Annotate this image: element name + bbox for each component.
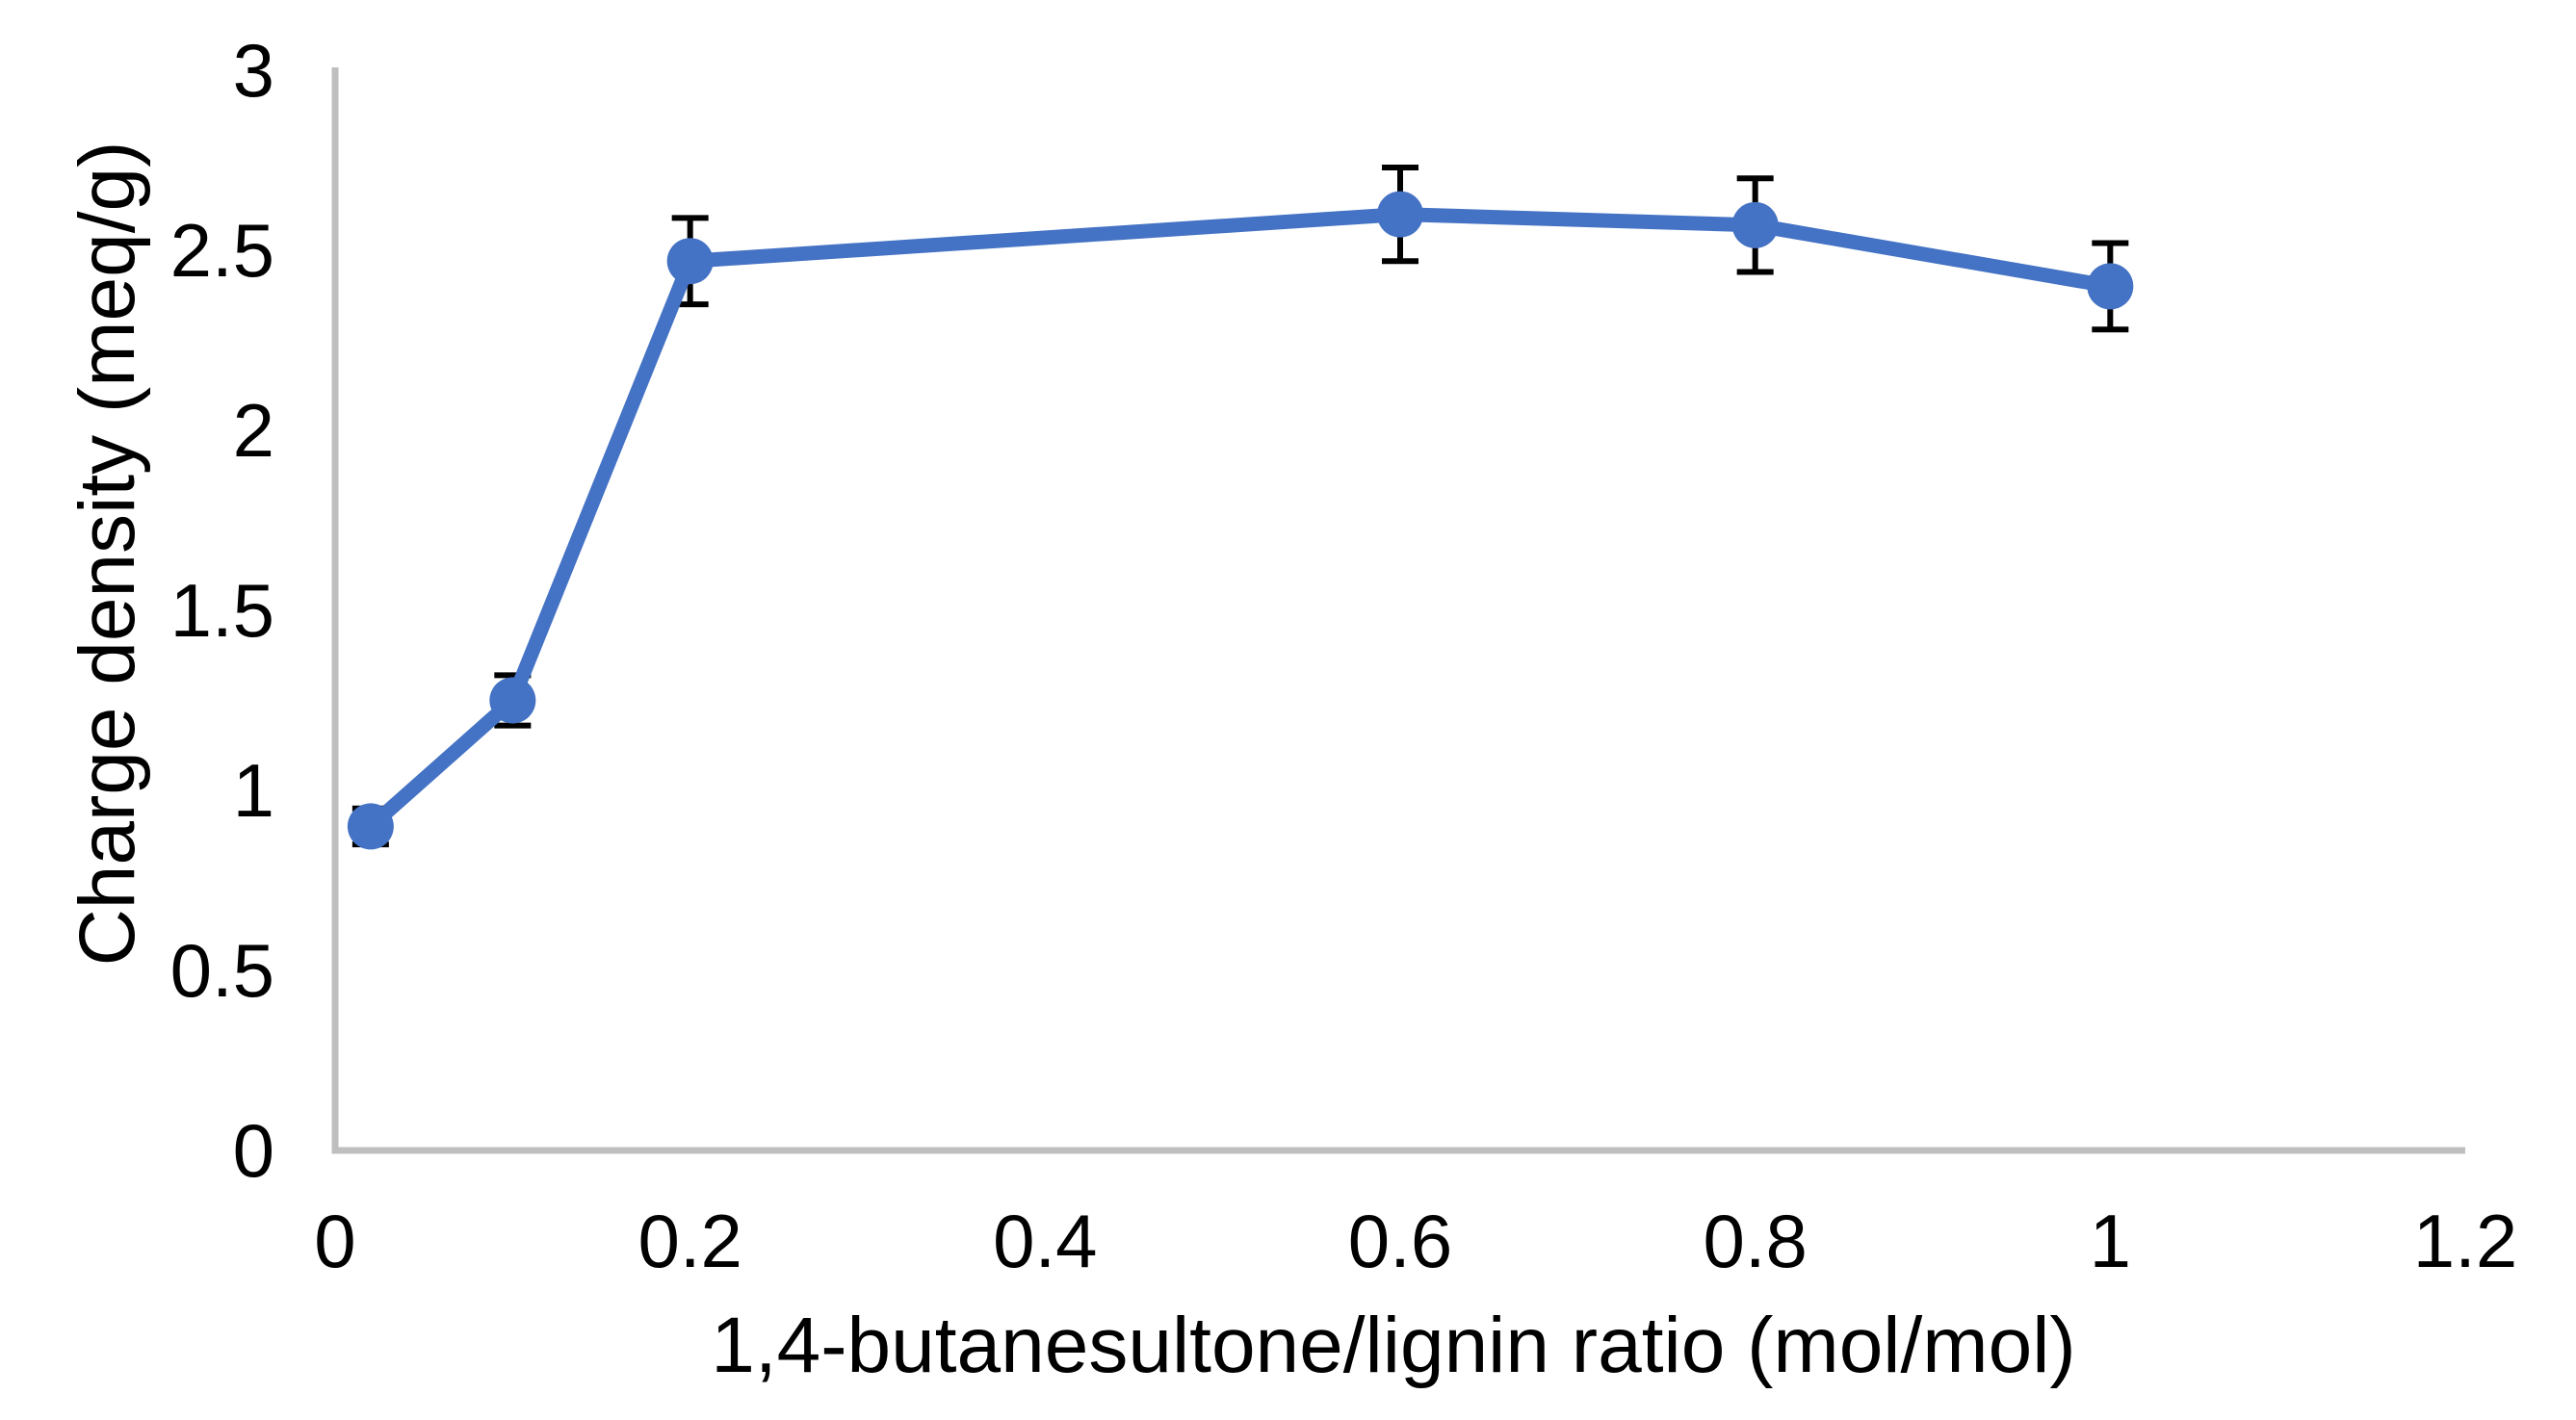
y-tick-label: 3 bbox=[232, 28, 274, 113]
data-point bbox=[2087, 263, 2134, 310]
x-tick-label: 0.4 bbox=[993, 1199, 1098, 1283]
y-tick-label: 0 bbox=[232, 1108, 274, 1193]
y-tick-label: 1 bbox=[232, 748, 274, 833]
y-tick-label: 2 bbox=[232, 388, 274, 473]
data-point bbox=[1731, 201, 1779, 248]
x-tick-label: 0.2 bbox=[637, 1199, 742, 1283]
x-axis-title: 1,4-butanesultone/lignin ratio (mol/mol) bbox=[711, 1302, 2076, 1389]
data-point bbox=[666, 238, 714, 285]
y-tick-label: 0.5 bbox=[169, 928, 274, 1013]
data-point bbox=[347, 803, 394, 850]
y-tick-label: 2.5 bbox=[169, 208, 274, 293]
x-tick-label: 1.2 bbox=[2412, 1199, 2518, 1283]
x-tick-label: 1 bbox=[2089, 1199, 2132, 1283]
x-tick-label: 0.6 bbox=[1347, 1199, 1453, 1283]
data-point bbox=[1377, 191, 1423, 238]
data-line bbox=[363, 207, 2118, 834]
x-tick-label: 0.8 bbox=[1703, 1199, 1808, 1283]
x-tick-label: 0 bbox=[314, 1199, 356, 1283]
data-point bbox=[489, 677, 536, 724]
y-axis-title: Charge density (meq/g) bbox=[64, 141, 151, 967]
y-tick-label: 1.5 bbox=[169, 568, 274, 653]
